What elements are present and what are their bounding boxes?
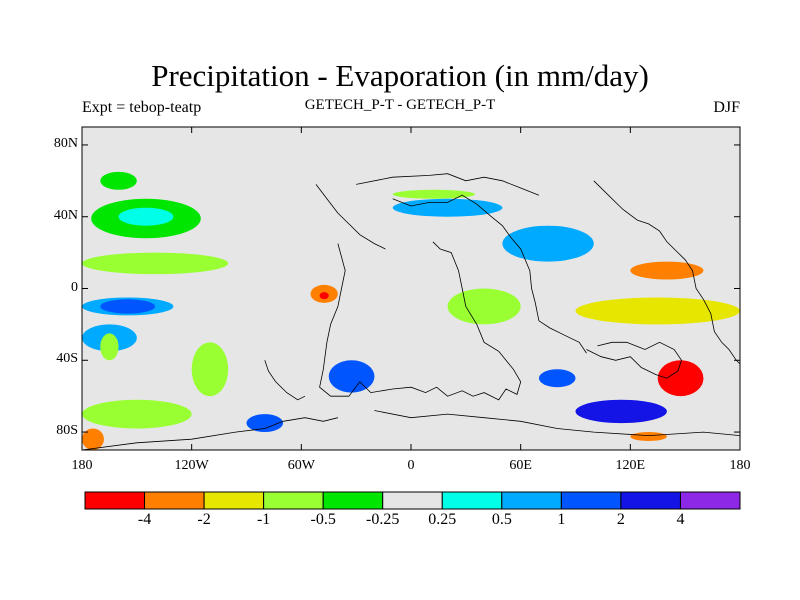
y-tick-label: 80N [53,135,78,151]
y-tick-label: 40S [56,351,78,367]
colorbar-label: -2 [197,511,211,528]
colorbar-swatch-4 [322,491,384,510]
colorbar-swatch-6 [441,491,503,510]
coastline-6 [82,417,338,450]
axis-ticks [81,127,741,450]
colorbar-label: 0.5 [491,511,512,528]
p-e-region-0 [100,171,137,190]
y-tick-label: 0 [71,279,78,295]
colorbar-swatch-1 [144,491,205,510]
p-e-region-15 [392,198,503,217]
coastline-1 [315,184,386,250]
coastline-2 [356,173,540,196]
colorbar-swatch-2 [203,491,265,510]
colorbar-swatch-5 [382,491,443,510]
colorbar-swatch-3 [263,491,324,510]
p-e-region-16 [392,189,475,199]
colorbar-label: -0.25 [366,511,400,528]
colorbar-swatch-10 [679,491,741,510]
p-e-region-10 [82,428,104,450]
colorbar [84,491,741,510]
colorbar-label: 0.25 [428,511,457,528]
map-subtitle: GETECH_P-T - GETECH_P-T [304,97,496,113]
x-tick-label: 180 [729,458,751,473]
p-e-region-17 [447,288,521,325]
colorbar-label: -4 [137,511,152,528]
p-e-region-7 [100,333,119,361]
coastline-8 [264,360,306,401]
experiment-label: Expt = tebop-teatp [82,99,202,116]
p-e-region-5 [100,299,156,314]
coastline-5 [586,341,682,379]
colorbar-swatch-8 [560,491,622,510]
p-e-region-13 [319,292,329,300]
p-e-region-14 [328,360,375,393]
p-e-region-23 [657,360,704,397]
colorbar-label: -1 [256,511,271,528]
p-e-region-18 [502,225,594,262]
x-tick-label: 60E [509,458,532,473]
p-e-region-20 [575,399,667,424]
p-e-region-22 [630,261,704,280]
p-e-contour-map [82,127,740,450]
p-e-region-8 [191,342,229,397]
x-tick-label: 60W [287,458,315,473]
x-tick-label: 120E [615,458,646,473]
map-title: Precipitation - Evaporation (in mm/day) [151,58,649,93]
p-e-region-2 [118,207,174,226]
coastlines [82,173,740,450]
coastline-3 [392,194,587,354]
p-e-region-21 [575,297,740,325]
season-label: DJF [713,99,740,116]
colorbar-label: 2 [616,511,625,528]
y-tick-label: 80S [56,423,78,439]
x-tick-label: 180 [71,458,93,473]
coastline-0 [319,241,522,401]
colorbar-label: -0.5 [310,511,336,528]
colorbar-label: 4 [676,511,685,528]
colorbar-swatch-9 [620,491,681,510]
p-e-region-9 [82,399,192,429]
colorbar-swatch-7 [501,491,562,510]
x-tick-label: 120W [174,458,209,473]
p-e-region-11 [246,414,284,433]
p-e-region-19 [538,369,576,388]
coastline-4 [593,180,740,365]
x-tick-label: 0 [407,458,415,473]
colorbar-swatch-0 [84,491,146,510]
colorbar-label: 1 [557,511,566,528]
y-tick-label: 40N [53,207,78,223]
p-e-region-24 [630,432,667,442]
p-e-region-3 [82,252,229,275]
land-background [82,127,740,450]
coastline-7 [374,410,740,437]
